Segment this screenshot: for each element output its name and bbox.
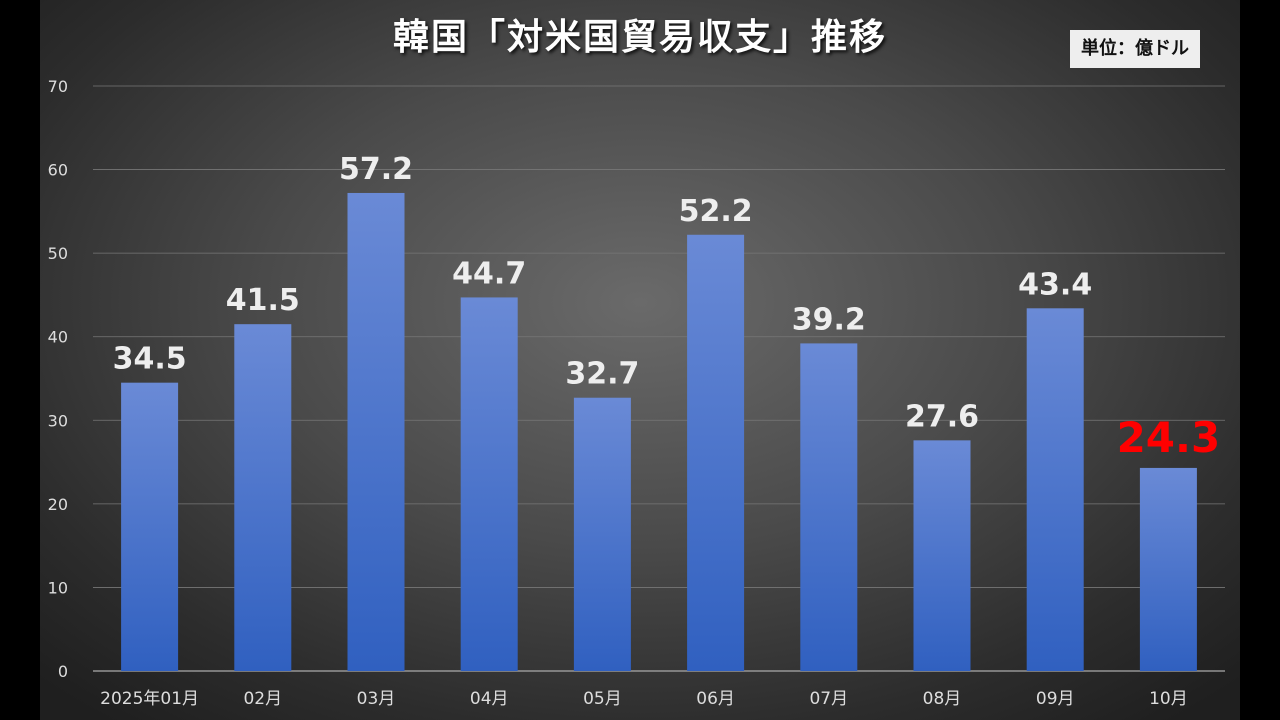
value-label-1: 34.5 <box>113 342 187 377</box>
bar-8 <box>913 440 971 671</box>
y-tick-label: 30 <box>48 411 68 430</box>
x-tick-label-6: 06月 <box>696 689 735 709</box>
x-tick-label-4: 04月 <box>470 689 509 709</box>
x-tick-labels: 2025年01月 02月 03月 04月 05月 06月 07月 08月 09月 10月 <box>100 689 1188 709</box>
bar-5 <box>573 397 631 671</box>
bar-3 <box>347 192 405 671</box>
bars <box>121 192 1197 671</box>
value-label-9: 43.4 <box>1018 267 1092 302</box>
bar-9 <box>1026 308 1084 671</box>
x-tick-label-8: 08月 <box>923 689 962 709</box>
x-tick-label-3: 03月 <box>357 689 396 709</box>
y-tick-label: 10 <box>48 578 68 597</box>
chart-title: 韓国「対米国貿易収支」推移 <box>392 17 887 58</box>
y-tick-label: 70 <box>48 77 68 96</box>
bar-7 <box>800 343 858 671</box>
x-tick-label-5: 05月 <box>583 689 622 709</box>
x-tick-label-1: 2025年01月 <box>100 689 199 709</box>
y-tick-label: 60 <box>48 161 68 180</box>
value-label-5: 32.7 <box>565 357 639 392</box>
value-label-2: 41.5 <box>226 283 300 318</box>
y-tick-labels: 0 10 20 30 40 50 60 70 <box>48 77 68 681</box>
value-label-6: 52.2 <box>679 194 753 229</box>
bar-1 <box>121 382 179 671</box>
x-tick-label-9: 09月 <box>1036 689 1075 709</box>
value-label-8: 27.6 <box>905 399 979 434</box>
value-labels: 34.5 41.5 57.2 44.7 32.7 52.2 39.2 27.6 43.4 24.3 <box>113 152 1221 462</box>
value-label-10: 24.3 <box>1117 413 1221 462</box>
chart-slide: 韓国「対米国貿易収支」推移 単位：億ドル 34.5 41.5 57.2 44.7 32.… <box>40 0 1240 720</box>
x-tick-label-7: 07月 <box>809 689 848 709</box>
bar-6 <box>687 234 745 671</box>
value-label-7: 39.2 <box>792 302 866 337</box>
bar-2 <box>234 324 292 671</box>
x-tick-label-10: 10月 <box>1149 689 1188 709</box>
y-tick-label: 0 <box>58 662 68 681</box>
bar-4 <box>460 297 518 671</box>
y-tick-label: 20 <box>48 495 68 514</box>
bar-chart: 34.5 41.5 57.2 44.7 32.7 52.2 39.2 27.6 43.4 24.3… <box>48 77 1225 709</box>
y-tick-label: 50 <box>48 244 68 263</box>
unit-label: 単位：億ドル <box>1070 30 1200 68</box>
y-tick-label: 40 <box>48 328 68 347</box>
value-label-3: 57.2 <box>339 152 413 187</box>
bar-10 <box>1139 467 1197 671</box>
value-label-4: 44.7 <box>452 256 526 291</box>
x-tick-label-2: 02月 <box>243 689 282 709</box>
